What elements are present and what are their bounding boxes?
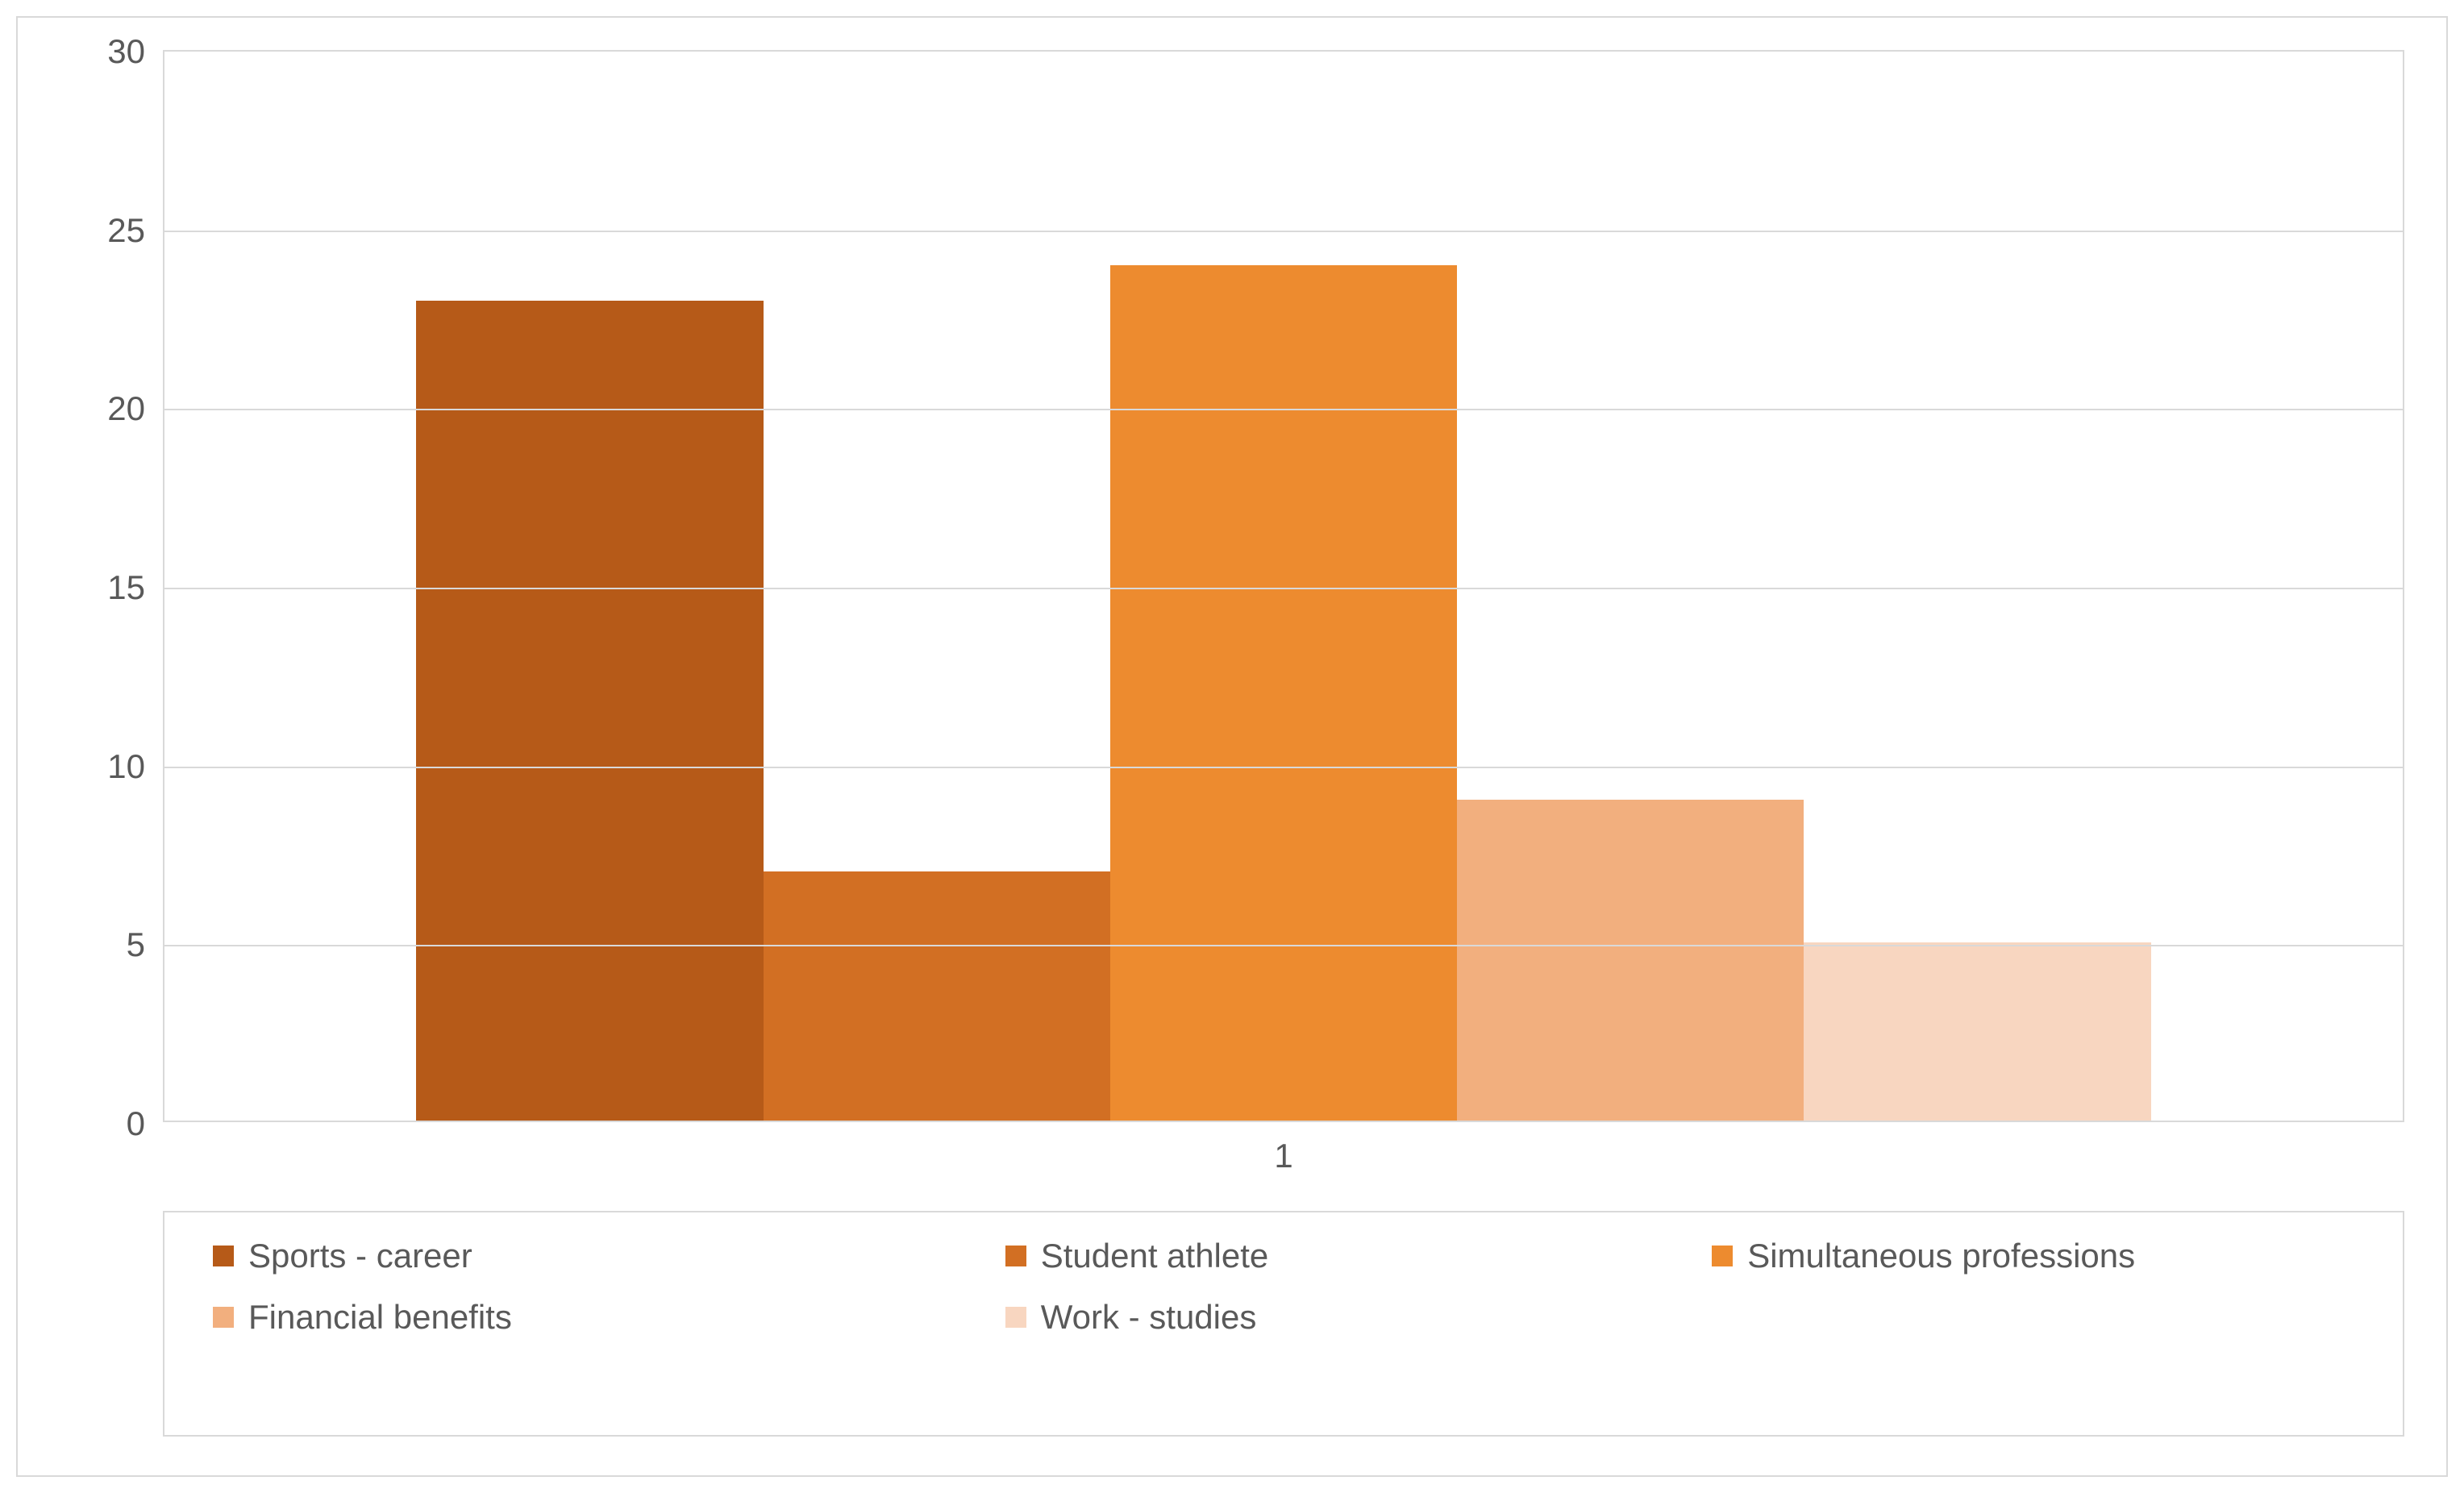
legend-swatch (1005, 1246, 1026, 1266)
y-axis-tick-label: 10 (107, 747, 145, 786)
legend-label: Financial benefits (248, 1298, 512, 1337)
bar (1457, 800, 1804, 1121)
y-axis-tick-label: 30 (107, 32, 145, 71)
bar (1804, 942, 2150, 1121)
legend-label: Sports - career (248, 1237, 472, 1275)
legend-item: Financial benefits (213, 1298, 1005, 1337)
legend-label: Student athlete (1041, 1237, 1269, 1275)
legend-item: Student athlete (1005, 1237, 1712, 1275)
legend-swatch (1712, 1246, 1733, 1266)
legend: Sports - career Student athlete Simultaneo… (163, 1211, 2404, 1437)
y-axis-tick-label: 5 (127, 925, 145, 964)
chart-container: 1 051015202530 Sports - careerStudent at… (0, 0, 2464, 1493)
legend-item: Simultaneous professions (1712, 1237, 2354, 1275)
gridline (164, 945, 2403, 946)
gridline (164, 767, 2403, 768)
y-axis-tick-label: 15 (107, 568, 145, 607)
gridline (164, 409, 2403, 410)
y-axis-tick-label: 0 (127, 1104, 145, 1143)
legend-item: Work - studies (1005, 1298, 1712, 1337)
legend-swatch (213, 1246, 234, 1266)
legend-swatch (1005, 1307, 1026, 1328)
legend-label: Simultaneous professions (1747, 1237, 2135, 1275)
legend-item: Sports - career (213, 1237, 1005, 1275)
bar (1110, 265, 1457, 1121)
bars-group (164, 52, 2403, 1121)
x-axis-group-label: 1 (1274, 1137, 1292, 1175)
gridline (164, 588, 2403, 589)
legend-label: Work - studies (1041, 1298, 1257, 1337)
legend-swatch (213, 1307, 234, 1328)
bar (416, 301, 763, 1121)
chart-frame: 1 051015202530 Sports - careerStudent at… (16, 16, 2448, 1477)
y-axis-tick-label: 20 (107, 389, 145, 428)
gridline (164, 231, 2403, 232)
y-axis-tick-label: 25 (107, 211, 145, 250)
bar (764, 871, 1110, 1121)
plot-area: 1 051015202530 (163, 50, 2404, 1122)
